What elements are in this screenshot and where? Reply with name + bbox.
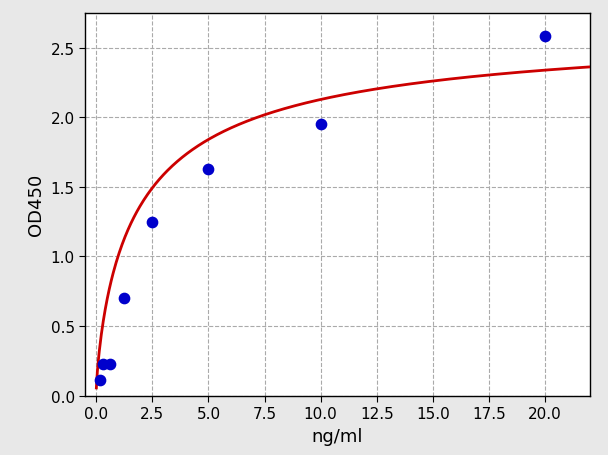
Point <box>316 121 325 128</box>
X-axis label: ng/ml: ng/ml <box>312 427 363 445</box>
Point <box>95 377 105 384</box>
Point <box>98 360 108 368</box>
Point <box>148 218 157 226</box>
Point <box>106 360 116 368</box>
Y-axis label: OD450: OD450 <box>27 174 45 236</box>
Point <box>120 295 130 302</box>
Point <box>540 34 550 41</box>
Point <box>204 166 213 173</box>
